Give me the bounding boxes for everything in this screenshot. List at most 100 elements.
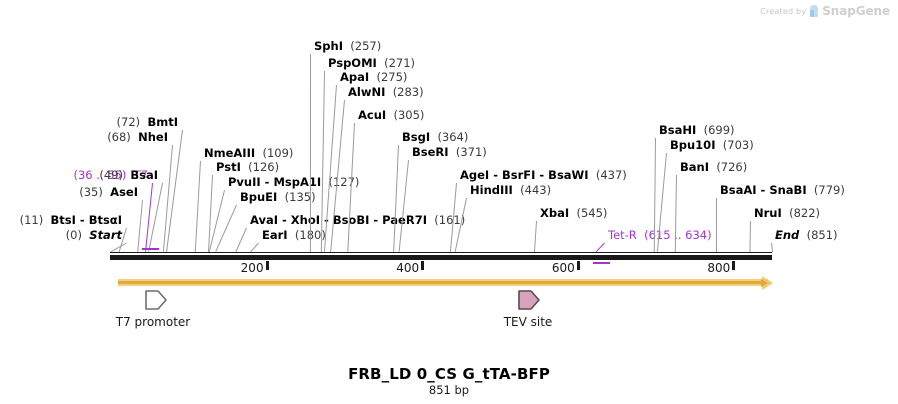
leader-line-eari bbox=[250, 242, 259, 253]
feature-arrow-t7-promoter[interactable] bbox=[144, 289, 168, 311]
enzyme-label-nmeaiii[interactable]: NmeAIII (109) bbox=[204, 147, 293, 160]
ruler-tick bbox=[732, 261, 736, 270]
enzyme-name: PvuII - MspA1I bbox=[228, 175, 322, 189]
enzyme-label-start[interactable]: (0) Start bbox=[66, 229, 122, 242]
ruler-tick bbox=[576, 261, 580, 270]
enzyme-name: Tet-R bbox=[608, 228, 637, 242]
snapgene-logo-icon bbox=[810, 5, 819, 17]
enzyme-label-bsahi[interactable]: BsaHI (699) bbox=[659, 124, 735, 137]
enzyme-name: AvaI - XhoI - BsoBI - PaeR7I bbox=[250, 213, 427, 227]
enzyme-position: (726) bbox=[716, 160, 748, 174]
enzyme-label-bsgi[interactable]: BsgI (364) bbox=[402, 131, 468, 144]
enzyme-position: (699) bbox=[703, 123, 735, 137]
ruler-tick bbox=[421, 261, 425, 270]
sequence-line-top bbox=[110, 252, 772, 253]
enzyme-position: (72) bbox=[116, 115, 141, 129]
feature-arrow-tev-site[interactable] bbox=[517, 289, 541, 311]
enzyme-position: (35) bbox=[79, 185, 103, 199]
enzyme-name: NheI bbox=[138, 130, 168, 144]
enzyme-name: AgeI - BsrFI - BsaWI bbox=[460, 168, 589, 182]
page-title: FRB_LD 0_CS G_tTA-BFP bbox=[348, 365, 550, 383]
enzyme-name: BtsI - BtsαI bbox=[50, 213, 122, 227]
enzyme-label-sphi[interactable]: SphI (257) bbox=[314, 40, 381, 53]
enzyme-label-pspomi[interactable]: PspOMI (271) bbox=[328, 57, 415, 70]
enzyme-label-acui[interactable]: AcuI (305) bbox=[358, 109, 424, 122]
enzyme-label-psti[interactable]: PstI (126) bbox=[216, 161, 279, 174]
enzyme-name: BsaAI - SnaBI bbox=[720, 183, 807, 197]
sequence-length: 851 bp bbox=[428, 383, 470, 397]
enzyme-label-nhei[interactable]: (68) NheI bbox=[107, 131, 168, 144]
enzyme-position: (371) bbox=[455, 145, 487, 159]
enzyme-position: (36 .. 55) bbox=[73, 168, 127, 182]
enzyme-position: (271) bbox=[384, 56, 416, 70]
leader-line-bsaai bbox=[715, 197, 717, 253]
enzyme-position: (49) bbox=[99, 168, 124, 182]
enzyme-label-hindiii[interactable]: HindIII (443) bbox=[470, 184, 551, 197]
enzyme-label-apai[interactable]: ApaI (275) bbox=[340, 71, 407, 84]
enzyme-label-bsai[interactable]: (49) BsaI bbox=[99, 169, 158, 182]
enzyme-label-end[interactable]: End (851) bbox=[775, 229, 838, 242]
ruler-tick-label: 400 bbox=[396, 261, 420, 275]
orf-arrowhead-inner bbox=[761, 279, 768, 287]
enzyme-position: (161) bbox=[434, 213, 466, 227]
enzyme-label-xbai[interactable]: XbaI (545) bbox=[540, 207, 607, 220]
enzyme-position: (305) bbox=[393, 108, 425, 122]
sequence-backbone bbox=[110, 255, 772, 260]
enzyme-label-bpuei[interactable]: BpuEI (135) bbox=[240, 191, 316, 204]
enzyme-name: BmtI bbox=[147, 115, 178, 129]
watermark-created-by: Created by bbox=[760, 6, 807, 16]
watermark-brand: SnapGene bbox=[822, 4, 890, 18]
enzyme-label-agei[interactable]: AgeI - BsrFI - BsaWI (437) bbox=[460, 169, 627, 182]
enzyme-name: T7 bbox=[133, 168, 148, 182]
enzyme-name: ApaI bbox=[340, 70, 370, 84]
enzyme-position: (135) bbox=[284, 190, 316, 204]
enzyme-label-nrui[interactable]: NruI (822) bbox=[754, 207, 820, 220]
enzyme-position: (126) bbox=[248, 160, 280, 174]
enzyme-position: (127) bbox=[328, 175, 360, 189]
enzyme-name: BpuEI bbox=[240, 190, 278, 204]
enzyme-position: (437) bbox=[595, 168, 627, 182]
enzyme-position: (443) bbox=[520, 183, 552, 197]
enzyme-name: BsgI bbox=[402, 130, 431, 144]
snapgene-watermark: Created by SnapGene bbox=[760, 4, 890, 18]
enzyme-position: (283) bbox=[392, 85, 424, 99]
enzyme-name: EarI bbox=[262, 228, 288, 242]
enzyme-position: (275) bbox=[376, 70, 408, 84]
enzyme-name: PspOMI bbox=[328, 56, 377, 70]
enzyme-name: AseI bbox=[110, 185, 138, 199]
ruler-tick-label: 600 bbox=[551, 261, 575, 275]
enzyme-label-bani[interactable]: BanI (726) bbox=[680, 161, 747, 174]
leader-line-asei bbox=[137, 199, 143, 253]
enzyme-name: NruI bbox=[754, 206, 782, 220]
enzyme-label-btsi[interactable]: (11) BtsI - BtsαI bbox=[20, 214, 122, 227]
enzyme-label-asei[interactable]: (35) AseI bbox=[79, 186, 138, 199]
enzyme-label-t7[interactable]: (36 .. 55) T7 bbox=[73, 169, 148, 182]
enzyme-name: AcuI bbox=[358, 108, 387, 122]
tet-r-mark bbox=[593, 262, 610, 264]
enzyme-label-avai[interactable]: AvaI - XhoI - BsoBI - PaeR7I (161) bbox=[250, 214, 465, 227]
t7-promoter-mark bbox=[142, 248, 159, 250]
enzyme-position: (822) bbox=[789, 206, 821, 220]
enzyme-label-tetr[interactable]: Tet-R (615 .. 634) bbox=[608, 229, 712, 242]
enzyme-label-pvuii[interactable]: PvuII - MspA1I (127) bbox=[228, 176, 359, 189]
enzyme-label-bpu10i[interactable]: Bpu10I (703) bbox=[670, 139, 754, 152]
enzyme-name: End bbox=[775, 228, 800, 242]
ruler-tick-label: 800 bbox=[707, 261, 731, 275]
enzyme-label-bmti[interactable]: (72) BmtI bbox=[117, 116, 178, 129]
ruler-tick-label: 200 bbox=[240, 261, 264, 275]
enzyme-name: PstI bbox=[216, 160, 241, 174]
enzyme-position: (703) bbox=[722, 138, 754, 152]
enzyme-position: (0) bbox=[65, 228, 82, 242]
enzyme-label-bsaai[interactable]: BsaAI - SnaBI (779) bbox=[720, 184, 845, 197]
enzyme-position: (545) bbox=[576, 206, 608, 220]
enzyme-name: BseRI bbox=[412, 145, 449, 159]
enzyme-position: (257) bbox=[350, 39, 382, 53]
enzyme-label-bseri[interactable]: BseRI (371) bbox=[412, 146, 487, 159]
enzyme-name: HindIII bbox=[470, 183, 513, 197]
leader-line-nrui bbox=[749, 220, 751, 253]
enzyme-label-eari[interactable]: EarI (180) bbox=[262, 229, 326, 242]
enzyme-position: (68) bbox=[107, 130, 131, 144]
enzyme-label-alwni[interactable]: AlwNI (283) bbox=[348, 86, 424, 99]
leader-line-avai bbox=[235, 227, 247, 253]
